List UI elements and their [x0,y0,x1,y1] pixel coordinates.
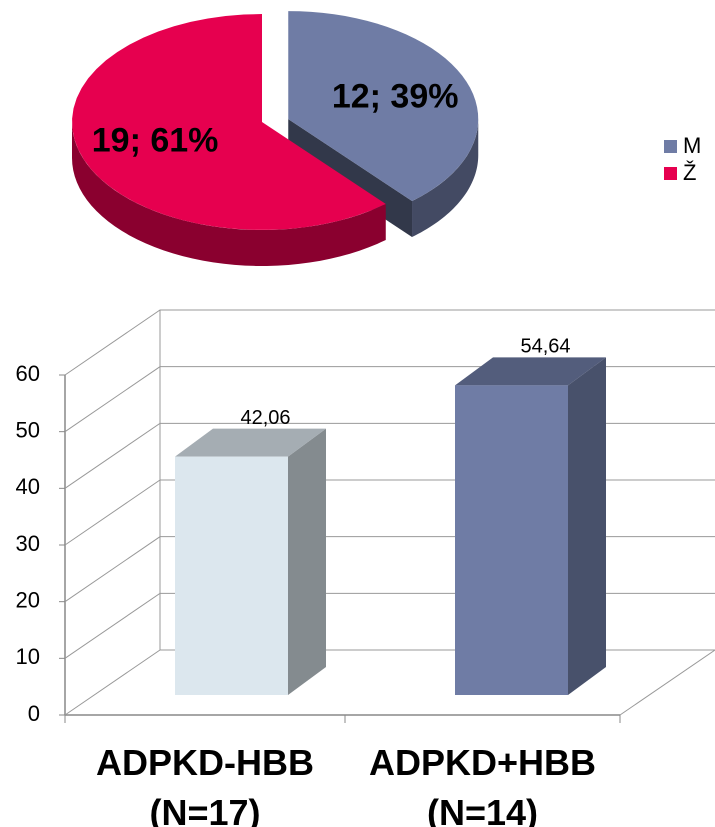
x-tick-label: ADPKD+HBB (N=14) [368,742,597,827]
y-tick-label: 10 [16,644,40,669]
bar-side [288,428,326,695]
bar-side [568,357,606,695]
pie-side [72,122,386,266]
y-tick-label: 50 [16,417,40,442]
data-label: 42,06 [240,407,290,429]
grid-line [64,592,715,659]
y-tick-label: 60 [16,361,40,386]
data-label: 54,64 [520,336,570,358]
legend-swatch [664,140,677,153]
data-label: 19; 61% [92,122,219,160]
y-tick-label: 40 [16,474,40,499]
grid-line [64,649,715,716]
grid-line [64,536,715,603]
y-tick-label: 30 [16,531,40,556]
y-tick-label: 0 [28,701,40,726]
floor-edge [619,649,715,716]
pie-slice [288,11,479,202]
pie-side [412,119,479,238]
legend-label: Ž [683,160,696,185]
bar [455,385,568,695]
grid-line [64,422,715,489]
legend-label: M [683,133,701,158]
legend-swatch [664,167,677,180]
bar-top [175,428,326,457]
grid-line [64,366,715,433]
grid-line [64,309,715,376]
pie-slice [72,14,386,230]
x-tick-label: ADPKD-HBB (N=17) [96,742,314,827]
data-label: 12; 39% [332,77,459,115]
bar-top [455,357,606,386]
y-tick-label: 20 [16,587,40,612]
bar [175,456,288,695]
grid-line [64,479,715,546]
